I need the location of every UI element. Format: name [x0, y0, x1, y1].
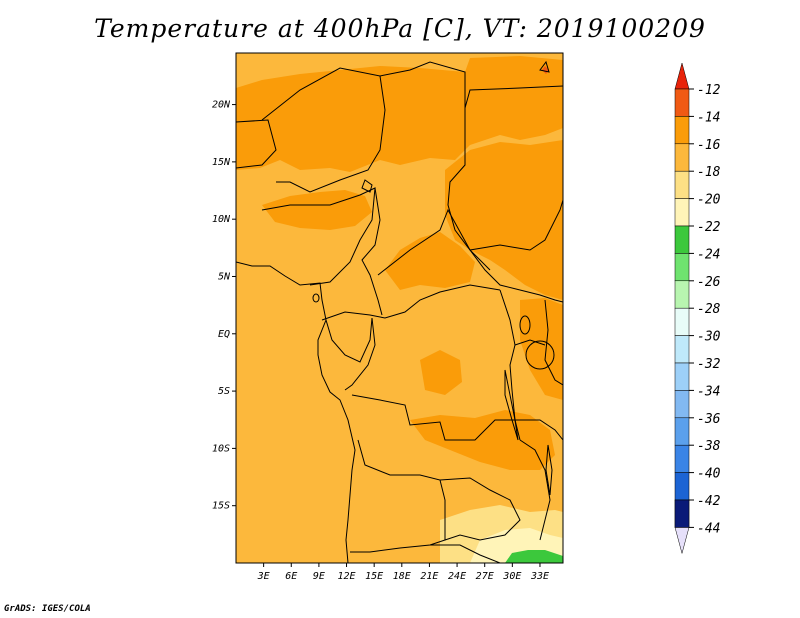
colorbar-label: -12: [697, 83, 721, 98]
colorbar-swatch: [674, 362, 690, 391]
border-congo: [321, 284, 501, 321]
warm-region-north: [236, 56, 563, 172]
border-gabon: [325, 317, 373, 363]
lat-tick-label: 20N: [212, 100, 231, 111]
chart-title: Temperature at 400hPa [C], VT: 201910020…: [94, 14, 706, 43]
border-nigeria: [261, 187, 376, 286]
colorbar-label: -24: [697, 247, 720, 262]
west-coastline: [236, 261, 356, 563]
lake-albert: [519, 315, 531, 335]
lake-victoria: [525, 340, 555, 370]
lake-tanganyika: [504, 369, 519, 441]
border-kenya: [544, 299, 563, 386]
border-ethiopia: [519, 289, 563, 303]
colorbar-swatch: [674, 143, 690, 172]
warm-region-central: [385, 232, 475, 290]
colorbar-label: -18: [697, 165, 721, 180]
colorbar-swatch: [674, 444, 690, 473]
lakes: [312, 60, 555, 496]
lon-tick-label: 15E: [365, 571, 383, 582]
lon-tick-label: 30E: [502, 571, 521, 582]
border-uganda: [514, 339, 546, 346]
lon-tick-label: 21E: [420, 571, 438, 582]
border-drc-south: [351, 394, 515, 441]
colorbar-label: -42: [697, 494, 721, 509]
grads-credit: GrADS: IGES/COLA: [4, 604, 91, 614]
border-south: [430, 544, 501, 563]
lat-tick-label: 5N: [218, 271, 231, 282]
island-bioko: [312, 293, 320, 303]
colorbar-swatch: [674, 280, 690, 309]
lat-tick-label: 15N: [212, 157, 231, 168]
border-sahara-2: [236, 119, 277, 169]
colorbar-label: -20: [697, 193, 721, 208]
colorbar-swatch: [674, 390, 690, 419]
colorbar-label: -30: [697, 330, 721, 345]
lake-nasser: [539, 60, 550, 73]
colorbar-swatch: [674, 307, 690, 336]
border-mozambique: [519, 439, 551, 541]
border-tanzania: [515, 419, 563, 441]
colorbar-bottom-arrow: [674, 527, 690, 555]
lake-malawi: [545, 444, 553, 496]
border-sudan: [469, 199, 563, 251]
border-sahara-1: [261, 61, 563, 121]
latitude-axis: 20N 15N 10N 5N EQ 5S 10S 15S: [212, 100, 236, 512]
colorbar-swatch: [674, 170, 690, 199]
colorbar: -12 -14 -16 -18 -20 -22 -24 -26 -28 -30 -32 -34 -36 -…: [674, 62, 721, 555]
colorbar-label: -34: [697, 384, 720, 399]
colorbar-swatch: [674, 88, 690, 117]
colorbar-swatch: [674, 472, 690, 501]
border-zambia: [439, 477, 521, 541]
border-mali-niger: [276, 75, 386, 193]
colorbar-top-arrow: [674, 62, 690, 90]
lon-tick-label: 3E: [257, 571, 270, 582]
coldest-region-south: [505, 550, 563, 563]
lat-tick-label: EQ: [218, 329, 230, 340]
longitude-axis: 3E 6E 9E 12E 15E 18E 21E 24E 27E 30E 33E: [257, 563, 549, 582]
colorbar-label: -14: [697, 110, 720, 125]
colorbar-label: -26: [697, 275, 721, 290]
lon-tick-label: 33E: [530, 571, 549, 582]
lat-tick-label: 10S: [212, 443, 230, 454]
lat-tick-label: 15S: [212, 501, 230, 512]
colorbar-label: -38: [697, 439, 721, 454]
colorbar-swatch: [674, 417, 690, 446]
colorbar-swatch: [674, 116, 690, 145]
lon-tick-label: 12E: [338, 571, 356, 582]
warm-region-east: [445, 140, 563, 300]
colorbar-label: -16: [697, 138, 721, 153]
lon-tick-label: 27E: [476, 571, 494, 582]
border-angola: [350, 439, 446, 553]
border-drc-west: [344, 317, 376, 391]
border-car: [377, 208, 521, 291]
country-borders: [236, 61, 563, 563]
colorbar-swatch: [674, 335, 690, 364]
lat-tick-label: 10N: [212, 214, 231, 225]
colorbar-label: -28: [697, 302, 721, 317]
lake-chad: [361, 179, 373, 193]
colorbar-label: -40: [697, 467, 721, 482]
border-cameroon: [361, 187, 383, 316]
colorbar-swatch-last: [674, 499, 690, 528]
colorbar-label: -44: [697, 521, 720, 536]
lon-tick-label: 6E: [285, 571, 297, 582]
colorbar-label: -32: [697, 357, 721, 372]
lon-tick-label: 9E: [313, 571, 325, 582]
warm-region-basin: [420, 350, 462, 395]
colorbar-label: -22: [697, 220, 721, 235]
lon-tick-label: 18E: [393, 571, 411, 582]
lat-tick-label: 5S: [218, 386, 230, 397]
colorbar-swatch: [674, 225, 690, 254]
lon-tick-label: 24E: [448, 571, 466, 582]
colorbar-swatch: [674, 253, 690, 282]
warm-region-south: [410, 410, 555, 470]
colorbar-swatch: [674, 198, 690, 227]
map-frame: [235, 52, 564, 564]
colorbar-label: -36: [697, 412, 721, 427]
